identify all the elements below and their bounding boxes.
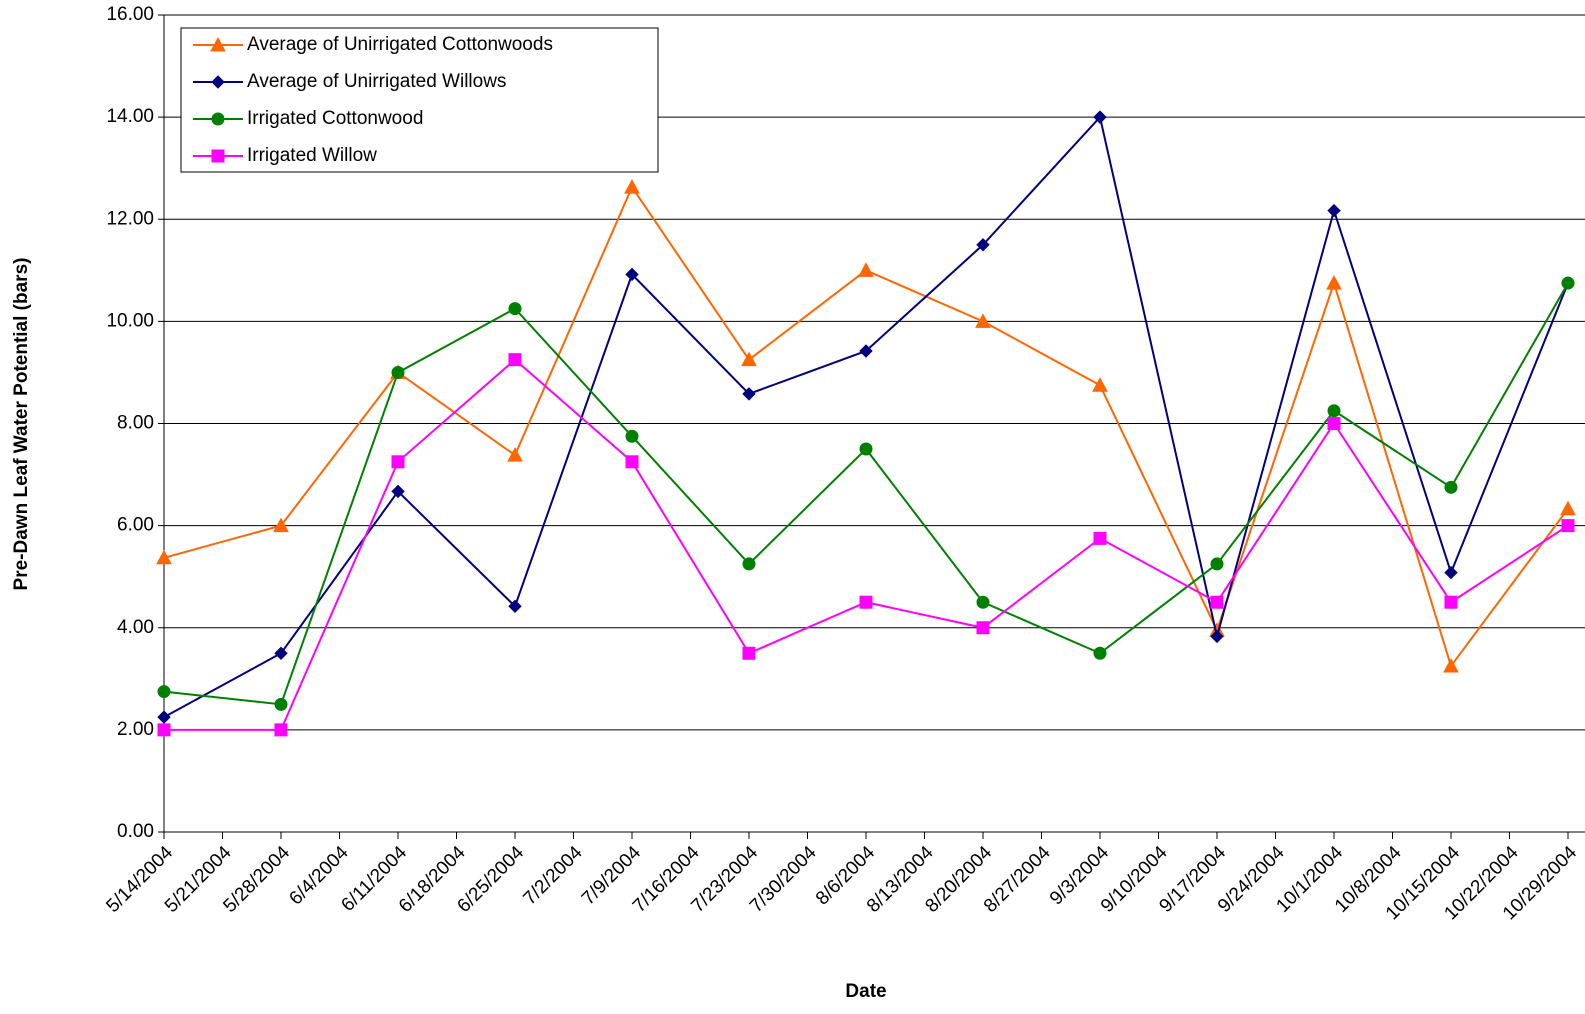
marker — [742, 646, 756, 660]
y-tick-label: 10.00 — [106, 310, 154, 331]
marker — [391, 455, 405, 469]
marker — [976, 595, 990, 609]
marker — [858, 262, 874, 277]
y-tick-label: 8.00 — [117, 413, 154, 434]
y-tick-label: 0.00 — [117, 821, 154, 842]
marker — [1210, 629, 1224, 644]
marker — [274, 723, 288, 737]
marker — [976, 238, 990, 252]
marker — [1093, 646, 1107, 660]
marker — [274, 646, 288, 660]
legend-label: Average of Unirrigated Willows — [247, 71, 506, 92]
x-tick-label: 7/2/2004 — [519, 842, 586, 909]
marker — [1327, 404, 1341, 418]
marker — [1210, 557, 1224, 571]
marker — [508, 599, 522, 614]
marker — [508, 353, 522, 367]
marker — [1444, 595, 1458, 609]
marker — [742, 557, 756, 571]
legend-label: Average of Unirrigated Cottonwoods — [247, 34, 553, 55]
legend-box — [180, 27, 659, 173]
marker — [1093, 531, 1107, 545]
marker — [211, 112, 225, 126]
marker — [1326, 275, 1342, 290]
marker — [859, 442, 873, 456]
series-line — [164, 358, 1569, 731]
y-tick-label: 14.00 — [106, 106, 154, 127]
marker — [1561, 519, 1575, 533]
y-tick-label: 12.00 — [106, 208, 154, 229]
y-tick-label: 6.00 — [117, 515, 154, 536]
legend-label: Irrigated Cottonwood — [247, 108, 423, 129]
marker — [156, 549, 172, 565]
marker — [742, 387, 756, 401]
marker — [507, 447, 523, 462]
marker — [741, 351, 757, 367]
y-axis-label: Pre-Dawn Leaf Water Potential (bars) — [11, 258, 32, 591]
marker — [1444, 565, 1458, 580]
marker — [976, 621, 990, 635]
marker — [625, 267, 639, 282]
marker — [625, 455, 639, 469]
marker — [157, 710, 171, 724]
marker — [273, 517, 289, 533]
marker — [624, 179, 640, 194]
legend-label: Irrigated Willow — [247, 145, 377, 166]
marker — [1443, 657, 1459, 673]
marker — [1327, 417, 1341, 430]
marker — [210, 36, 226, 52]
marker — [975, 313, 991, 328]
marker — [391, 484, 405, 499]
marker — [859, 344, 873, 358]
legend: Average of Unirrigated Cottonwoods Averag… — [180, 27, 659, 173]
marker — [508, 302, 522, 316]
marker — [211, 75, 225, 89]
marker — [625, 429, 639, 443]
y-tick-label: 16.00 — [106, 4, 154, 25]
marker — [1092, 377, 1108, 392]
marker — [1561, 276, 1575, 290]
marker — [859, 595, 873, 609]
marker — [1210, 595, 1224, 609]
y-tick-label: 4.00 — [117, 617, 154, 638]
marker — [211, 149, 225, 163]
series-line — [163, 115, 1569, 718]
marker — [1327, 203, 1341, 218]
marker — [274, 697, 288, 711]
y-tick-label: 2.00 — [117, 719, 154, 740]
marker — [157, 723, 171, 737]
marker — [391, 365, 405, 379]
marker — [1093, 110, 1107, 124]
x-axis-label: Date — [845, 981, 886, 1002]
marker — [1444, 480, 1458, 494]
marker — [1560, 500, 1576, 516]
marker — [157, 685, 171, 699]
